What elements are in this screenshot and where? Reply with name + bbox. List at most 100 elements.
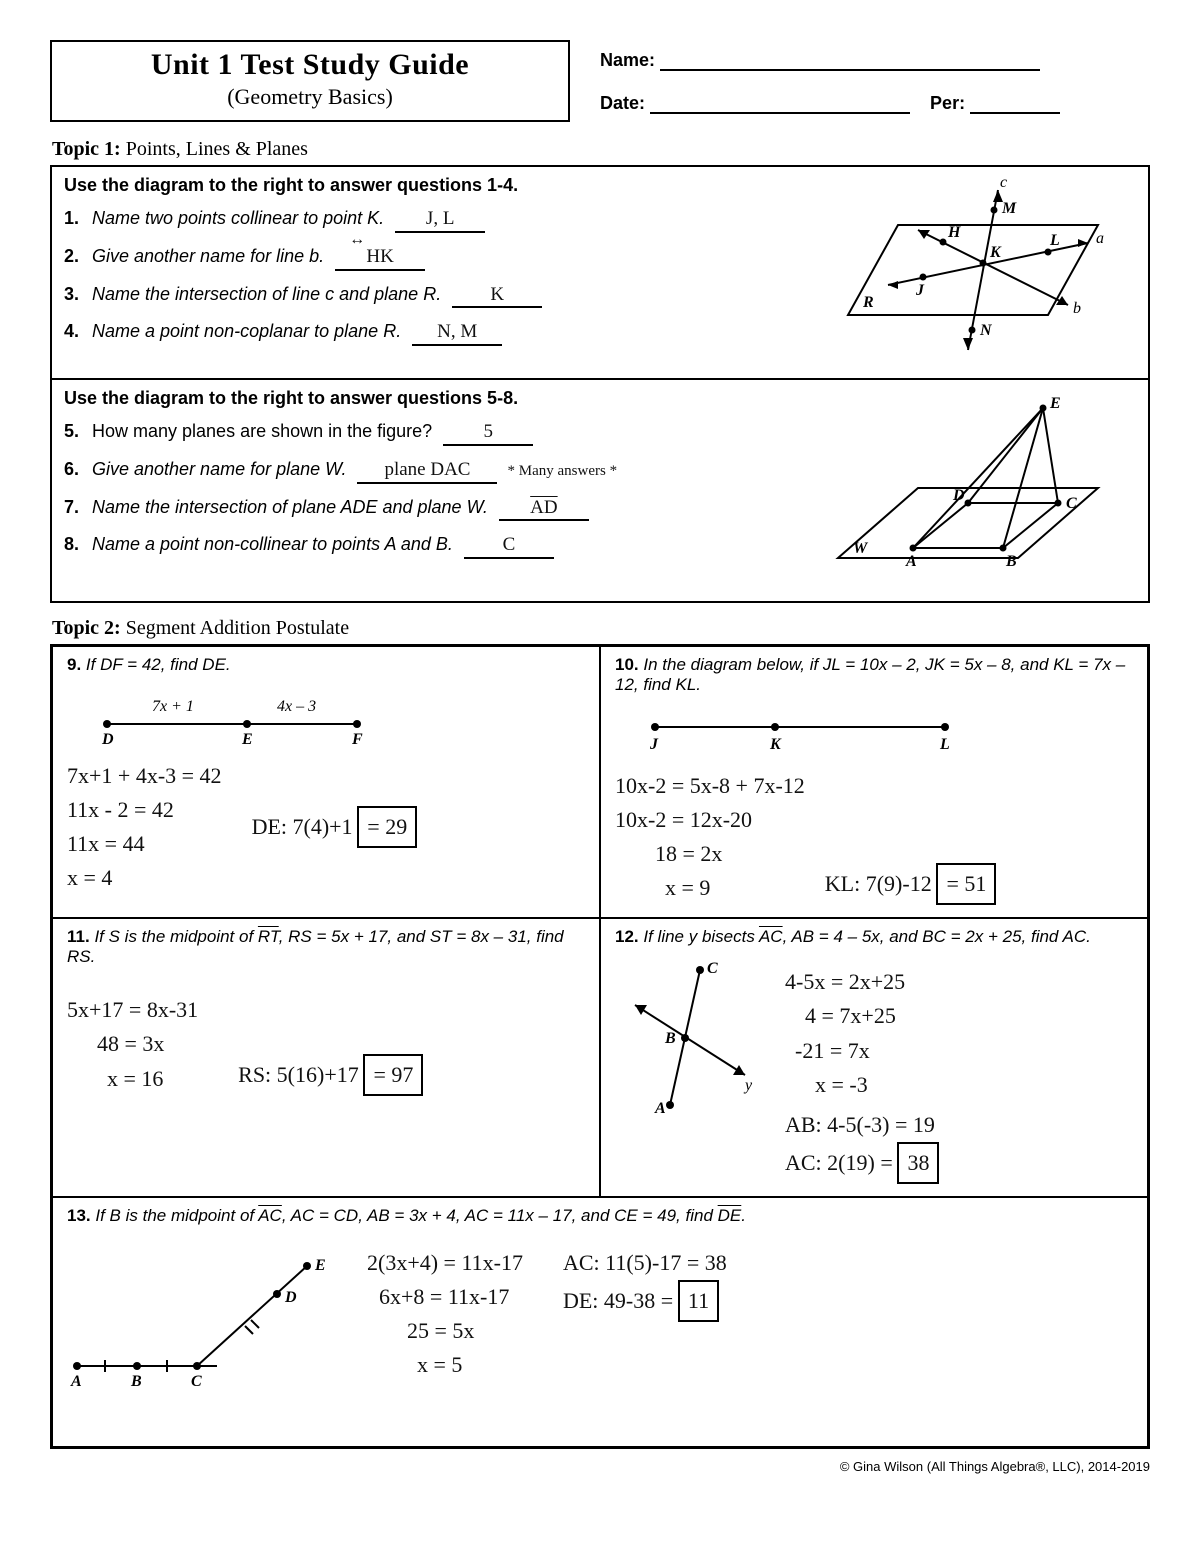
svg-text:c: c xyxy=(1000,174,1007,191)
q4-text: Name a point non-coplanar to plane R. xyxy=(92,321,401,341)
problem-12: 12. If line y bisects AC, AB = 4 – 5x, a… xyxy=(600,918,1148,1197)
q6: 6. Give another name for plane W. plane … xyxy=(64,451,806,489)
svg-text:a: a xyxy=(1096,230,1104,247)
q8-ans: C xyxy=(503,534,516,557)
svg-text:A: A xyxy=(70,1373,82,1390)
svg-text:K: K xyxy=(769,736,782,753)
svg-text:N: N xyxy=(979,322,993,339)
p9-text: If DF = 42, find DE. xyxy=(86,655,231,674)
per-label: Per: xyxy=(930,93,965,113)
per-blank[interactable] xyxy=(970,94,1060,114)
q1-text: Name two points collinear to point K. xyxy=(92,208,384,228)
svg-text:4x – 3: 4x – 3 xyxy=(277,698,316,715)
q3: 3. Name the intersection of line c and p… xyxy=(64,276,806,314)
q5: 5. How many planes are shown in the figu… xyxy=(64,413,806,451)
p10-result: = 51 xyxy=(936,863,996,905)
q8: 8. Name a point non-collinear to points … xyxy=(64,526,806,564)
q8-text: Name a point non-collinear to points A a… xyxy=(92,534,453,554)
q3-ans: K xyxy=(490,284,504,307)
q5-text: How many planes are shown in the figure? xyxy=(92,421,432,441)
topic1-box: Use the diagram to the right to answer q… xyxy=(50,165,1150,603)
svg-text:L: L xyxy=(1049,232,1060,249)
topic1-heading: Topic 1: Points, Lines & Planes xyxy=(52,138,1150,161)
topic2-grid: 9. If DF = 42, find DE. D E F 7x + 1 4x … xyxy=(50,644,1150,1449)
problem-11: 11. If S is the midpoint of RT, RS = 5x … xyxy=(52,918,600,1197)
svg-text:K: K xyxy=(989,244,1002,261)
p12-result1: AB: 4-5(-3) = 19 xyxy=(785,1108,935,1142)
svg-text:E: E xyxy=(1049,395,1061,412)
p12-diagram: A B C y xyxy=(615,955,765,1125)
svg-text:B: B xyxy=(1005,553,1017,570)
svg-text:B: B xyxy=(664,1030,676,1047)
topic2-rest: Segment Addition Postulate xyxy=(121,617,349,639)
q2-text: Give another name for line b. xyxy=(92,246,324,266)
svg-text:A: A xyxy=(654,1100,666,1117)
p10-result-label: KL: 7(9)-12 xyxy=(825,867,932,901)
q6-ans: plane DAC xyxy=(384,459,470,482)
q2-ans: HK xyxy=(366,246,393,269)
name-blank[interactable] xyxy=(660,51,1040,71)
instruction-2: Use the diagram to the right to answer q… xyxy=(52,380,818,413)
title-box: Unit 1 Test Study Guide (Geometry Basics… xyxy=(50,40,570,122)
date-blank[interactable] xyxy=(650,94,910,114)
name-date-block: Name: Date: Per: xyxy=(600,40,1150,122)
q2: 2. Give another name for line b. ↔ HK xyxy=(64,238,806,276)
p9-result-label: DE: 7(4)+1 xyxy=(252,810,353,844)
svg-text:E: E xyxy=(241,731,253,748)
problem-13: 13. If B is the midpoint of AC, AC = CD,… xyxy=(52,1197,1148,1447)
q4-ans: N, M xyxy=(437,321,477,344)
svg-text:A: A xyxy=(905,553,917,570)
q7-text: Name the intersection of plane ADE and p… xyxy=(92,497,488,517)
p13-diagram: A B C D E xyxy=(67,1236,327,1386)
q5-ans: 5 xyxy=(483,421,493,444)
q6-note: * Many answers * xyxy=(508,456,618,488)
topic1-bold: Topic 1: xyxy=(52,138,121,160)
q2-arrow: ↔ xyxy=(349,230,365,249)
svg-text:F: F xyxy=(351,731,363,748)
q1: 1. Name two points collinear to point K.… xyxy=(64,200,806,238)
svg-text:D: D xyxy=(101,731,114,748)
svg-text:C: C xyxy=(1066,495,1077,512)
topic2-bold: Topic 2: xyxy=(52,617,121,639)
p13-result2: 11 xyxy=(678,1280,719,1322)
svg-text:7x + 1: 7x + 1 xyxy=(152,698,194,715)
date-label: Date: xyxy=(600,93,645,113)
q4: 4. Name a point non-coplanar to plane R.… xyxy=(64,313,806,351)
problem-9: 9. If DF = 42, find DE. D E F 7x + 1 4x … xyxy=(52,646,600,918)
main-title: Unit 1 Test Study Guide xyxy=(72,48,548,82)
svg-text:b: b xyxy=(1073,300,1081,317)
diagram-1: R K J L a H b xyxy=(818,167,1148,378)
p9-result: = 29 xyxy=(357,806,417,848)
svg-text:y: y xyxy=(743,1077,753,1094)
svg-text:J: J xyxy=(649,736,659,753)
svg-text:L: L xyxy=(939,736,950,753)
q7: 7. Name the intersection of plane ADE an… xyxy=(64,489,806,527)
copyright-footer: © Gina Wilson (All Things Algebra®, LLC)… xyxy=(0,1459,1150,1474)
subtitle: (Geometry Basics) xyxy=(72,84,548,110)
q6-text: Give another name for plane W. xyxy=(92,459,346,479)
p12-result2: 38 xyxy=(897,1142,939,1184)
q1-ans: J, L xyxy=(426,208,455,231)
topic1-rest: Points, Lines & Planes xyxy=(121,138,308,160)
svg-text:C: C xyxy=(707,960,718,977)
q7-ans: AD xyxy=(530,497,557,520)
svg-text:H: H xyxy=(947,224,961,241)
q3-text: Name the intersection of line c and plan… xyxy=(92,284,441,304)
svg-text:D: D xyxy=(284,1289,297,1306)
diagram-2: W A B C D E xyxy=(818,380,1148,601)
svg-text:M: M xyxy=(1001,200,1017,217)
p11-result: = 97 xyxy=(363,1054,423,1096)
svg-text:W: W xyxy=(853,540,869,557)
svg-text:R: R xyxy=(862,294,874,311)
name-label: Name: xyxy=(600,50,655,70)
instruction-1: Use the diagram to the right to answer q… xyxy=(52,167,818,200)
topic2-heading: Topic 2: Segment Addition Postulate xyxy=(52,617,1150,640)
p11-result-label: RS: 5(16)+17 xyxy=(238,1058,359,1092)
p13-result1: AC: 11(5)-17 = 38 xyxy=(563,1246,727,1280)
svg-text:B: B xyxy=(130,1373,142,1390)
svg-text:E: E xyxy=(314,1257,326,1274)
p10-text: In the diagram below, if JL = 10x – 2, J… xyxy=(615,655,1125,694)
problem-10: 10. In the diagram below, if JL = 10x – … xyxy=(600,646,1148,918)
page-header: Unit 1 Test Study Guide (Geometry Basics… xyxy=(50,40,1150,122)
svg-text:J: J xyxy=(915,282,925,299)
